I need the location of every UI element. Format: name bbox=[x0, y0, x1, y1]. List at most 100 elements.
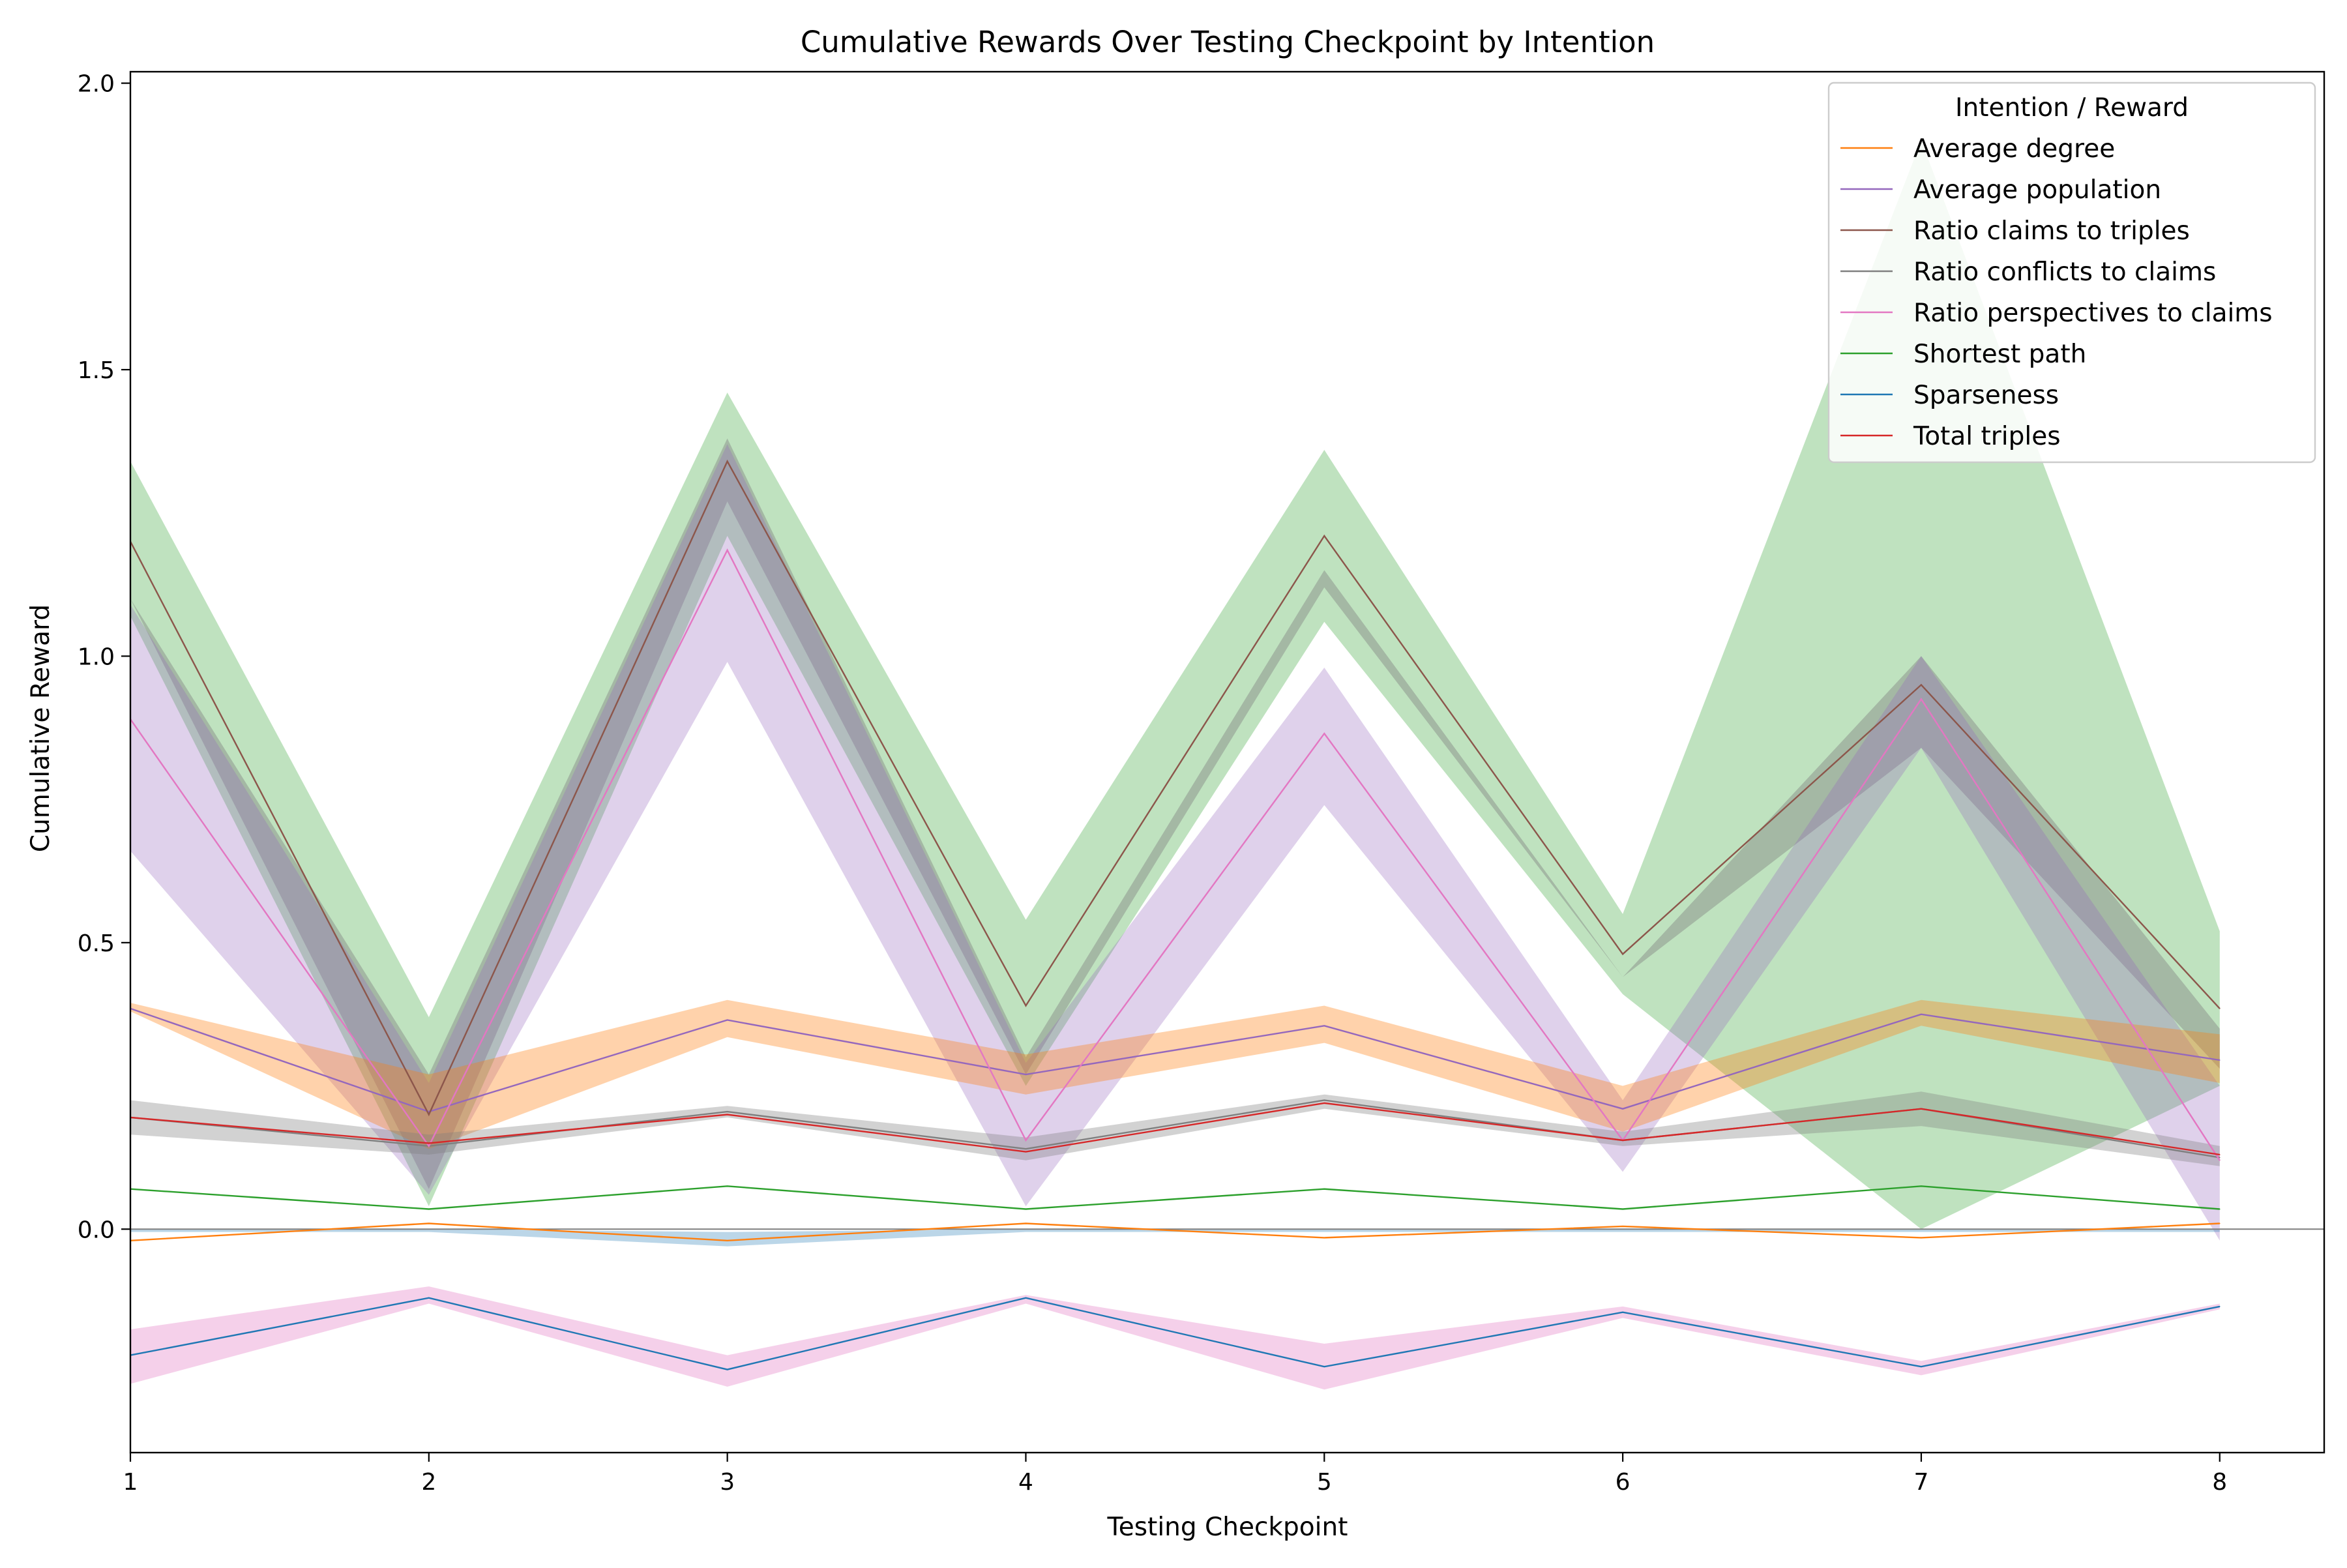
x-tick-label-8: 8 bbox=[2212, 1469, 2227, 1496]
data-point-shortest-path-3 bbox=[726, 1185, 728, 1187]
series-ratio-perspectives-to-claims bbox=[130, 548, 2221, 1161]
series-line-shortest-path bbox=[130, 1185, 2220, 1210]
data-point-total-triples-8 bbox=[2219, 1154, 2221, 1155]
x-tick-label-5: 5 bbox=[1317, 1469, 1332, 1496]
y-tick-label-3: 1.5 bbox=[78, 357, 115, 384]
data-point-sparseness-6 bbox=[1622, 1311, 1623, 1313]
plot-frame bbox=[129, 70, 2325, 1454]
y-tick-label-0: 0.0 bbox=[78, 1217, 115, 1243]
confidence-band-2 bbox=[130, 444, 2220, 1241]
data-point-average-degree-3 bbox=[726, 1240, 728, 1241]
confidence-band-5 bbox=[130, 1229, 2220, 1247]
chart-title: Cumulative Rewards Over Testing Checkpoi… bbox=[801, 25, 1655, 59]
data-point-shortest-path-5 bbox=[1323, 1188, 1325, 1190]
x-tick-label-1: 1 bbox=[123, 1469, 138, 1496]
data-point-ratio-claims-to-triples-4 bbox=[1025, 1005, 1027, 1007]
data-point-average-degree-5 bbox=[1323, 1237, 1325, 1239]
data-point-average-population-8 bbox=[2219, 1059, 2221, 1061]
legend-label-average-population: Average population bbox=[1913, 175, 2161, 205]
legend-title: Intention / Reward bbox=[1955, 93, 2189, 123]
data-point-average-population-2 bbox=[428, 1111, 430, 1112]
data-point-sparseness-8 bbox=[2219, 1306, 2221, 1307]
data-point-shortest-path-4 bbox=[1025, 1208, 1027, 1210]
series-line-average-population bbox=[130, 1007, 2220, 1113]
series-line-total-triples bbox=[130, 1102, 2220, 1156]
data-point-average-population-5 bbox=[1323, 1025, 1325, 1027]
data-point-ratio-perspectives-to-claims-2 bbox=[428, 1146, 430, 1147]
data-point-average-degree-7 bbox=[1921, 1237, 1922, 1239]
x-tick-label-6: 6 bbox=[1616, 1469, 1631, 1496]
data-point-average-population-6 bbox=[1622, 1108, 1623, 1110]
data-point-average-population-4 bbox=[1025, 1074, 1027, 1075]
legend-label-sparseness: Sparseness bbox=[1913, 381, 2059, 410]
data-point-total-triples-6 bbox=[1622, 1140, 1623, 1141]
data-point-total-triples-5 bbox=[1323, 1102, 1325, 1104]
data-point-ratio-claims-to-triples-5 bbox=[1323, 535, 1325, 537]
data-point-ratio-perspectives-to-claims-7 bbox=[1921, 698, 1922, 700]
data-point-shortest-path-8 bbox=[2219, 1208, 2221, 1210]
y-tick-label-4: 2.0 bbox=[78, 71, 115, 98]
axes bbox=[129, 70, 2325, 1454]
data-point-average-degree-4 bbox=[1025, 1222, 1027, 1224]
data-point-shortest-path-7 bbox=[1921, 1185, 1922, 1187]
series-sparseness bbox=[130, 1297, 2221, 1370]
data-point-sparseness-3 bbox=[726, 1368, 728, 1370]
data-point-ratio-claims-to-triples-7 bbox=[1921, 684, 1922, 686]
data-point-ratio-conflicts-to-claims-4 bbox=[1025, 1148, 1027, 1149]
data-point-sparseness-5 bbox=[1323, 1366, 1325, 1367]
x-tick-label-4: 4 bbox=[1018, 1469, 1033, 1496]
series-line-ratio-claims-to-triples bbox=[129, 459, 2221, 1117]
legend-label-shortest-path: Shortest path bbox=[1913, 340, 2086, 369]
x-tick-label-7: 7 bbox=[1913, 1469, 1928, 1496]
data-point-total-triples-7 bbox=[1921, 1108, 1922, 1110]
legend-label-ratio-perspectives-to-claims: Ratio perspectives to claims bbox=[1913, 299, 2273, 328]
data-point-ratio-perspectives-to-claims-8 bbox=[2219, 1160, 2221, 1161]
confidence-band-6 bbox=[130, 1286, 2220, 1390]
data-point-ratio-conflicts-to-claims-3 bbox=[726, 1111, 728, 1112]
legend-items: Average degree Average population Ratio cl… bbox=[1840, 134, 2273, 451]
data-point-total-triples-2 bbox=[428, 1142, 430, 1144]
legend: Intention / Reward Average degreeAverage… bbox=[1827, 81, 2316, 464]
legend-label-ratio-conflicts-to-claims: Ratio conflicts to claims bbox=[1913, 258, 2216, 287]
data-point-average-degree-6 bbox=[1622, 1226, 1623, 1227]
legend-label-average-degree: Average degree bbox=[1913, 134, 2115, 164]
data-point-average-degree-8 bbox=[2219, 1222, 2221, 1224]
data-point-total-triples-4 bbox=[1025, 1151, 1027, 1153]
series-line-average-degree bbox=[130, 1222, 2220, 1242]
series-average-degree bbox=[130, 1222, 2221, 1242]
data-point-average-population-7 bbox=[1921, 1013, 1922, 1015]
legend-box bbox=[1827, 81, 2316, 464]
data-point-sparseness-7 bbox=[1921, 1366, 1922, 1367]
x-tick-label-3: 3 bbox=[720, 1469, 735, 1496]
legend-label-ratio-claims-to-triples: Ratio claims to triples bbox=[1913, 216, 2190, 246]
data-point-total-triples-3 bbox=[726, 1114, 728, 1116]
data-point-ratio-perspectives-to-claims-5 bbox=[1323, 733, 1325, 734]
y-tick-label-2: 1.0 bbox=[78, 643, 115, 670]
confidence-band-0 bbox=[130, 140, 2220, 1230]
data-point-shortest-path-2 bbox=[428, 1208, 430, 1210]
data-point-ratio-claims-to-triples-3 bbox=[726, 460, 728, 462]
data-point-sparseness-4 bbox=[1025, 1297, 1027, 1299]
data-point-ratio-claims-to-triples-2 bbox=[428, 1114, 430, 1116]
y-axis-label: Cumulative Reward bbox=[26, 604, 55, 852]
x-tick-label-2: 2 bbox=[421, 1469, 436, 1496]
data-point-ratio-claims-to-triples-6 bbox=[1622, 953, 1623, 955]
data-point-sparseness-2 bbox=[428, 1297, 430, 1299]
data-point-ratio-claims-to-triples-8 bbox=[2219, 1008, 2221, 1009]
y-axis-ticks: 0.0 0.5 1.0 1.5 2.0 bbox=[78, 71, 130, 1243]
series-line-sparseness bbox=[130, 1297, 2221, 1370]
data-point-shortest-path-6 bbox=[1622, 1208, 1623, 1210]
legend-label-total-triples: Total triples bbox=[1913, 422, 2061, 451]
confidence-band-3 bbox=[130, 999, 2220, 1149]
series-lines bbox=[129, 459, 2221, 1370]
y-tick-label-1: 0.5 bbox=[78, 930, 115, 957]
data-point-ratio-conflicts-to-claims-8 bbox=[2219, 1157, 2221, 1159]
series-shortest-path bbox=[130, 1185, 2221, 1210]
data-point-average-population-3 bbox=[726, 1019, 728, 1021]
data-point-ratio-conflicts-to-claims-5 bbox=[1323, 1099, 1325, 1101]
confidence-band-4 bbox=[130, 1091, 2220, 1166]
data-point-ratio-perspectives-to-claims-3 bbox=[726, 550, 728, 551]
x-axis-ticks: 1 2 3 4 5 6 7 8 bbox=[123, 1453, 2227, 1496]
